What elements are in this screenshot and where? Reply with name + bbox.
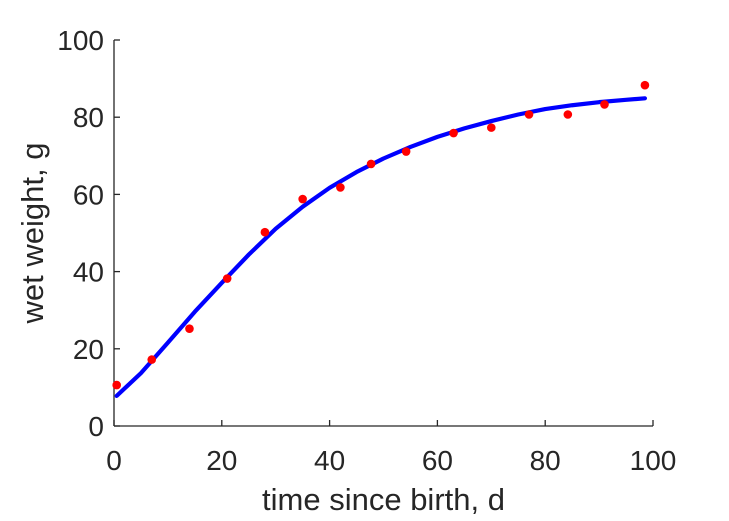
data-point — [185, 324, 194, 334]
data-point — [524, 110, 534, 119]
data-point — [640, 80, 650, 90]
y-tick-label: 60 — [73, 179, 104, 210]
y-tick-label: 20 — [73, 334, 104, 365]
data-points — [112, 80, 650, 390]
x-tick-label: 0 — [106, 445, 122, 476]
data-point — [298, 194, 307, 204]
x-tick-label: 40 — [314, 445, 345, 476]
data-point — [600, 100, 609, 109]
x-tick-label: 100 — [630, 445, 677, 476]
data-point — [563, 110, 573, 119]
y-tick-label: 0 — [88, 411, 104, 442]
data-point — [260, 227, 270, 237]
data-point — [147, 355, 157, 364]
fit-curve-line — [114, 96, 648, 398]
data-point — [222, 274, 232, 283]
y-tick-label: 40 — [73, 257, 104, 288]
x-axis-label: time since birth, d — [262, 482, 505, 517]
y-axis-label: wet weight, g — [15, 143, 50, 325]
y-tick-label: 100 — [57, 25, 104, 56]
data-point — [112, 380, 121, 390]
x-tick-label: 20 — [206, 445, 237, 476]
data-point — [401, 147, 411, 156]
x-tick-label: 60 — [422, 445, 453, 476]
x-tick-label: 80 — [530, 445, 561, 476]
data-point — [336, 183, 345, 192]
data-point — [449, 128, 458, 138]
data-point — [366, 159, 376, 169]
x-axis-ticks: 0 20 40 60 80 100 — [106, 420, 676, 476]
y-tick-label: 80 — [73, 102, 104, 133]
y-axis-ticks: 0 20 40 60 80 100 — [57, 25, 120, 442]
data-point — [487, 123, 496, 132]
